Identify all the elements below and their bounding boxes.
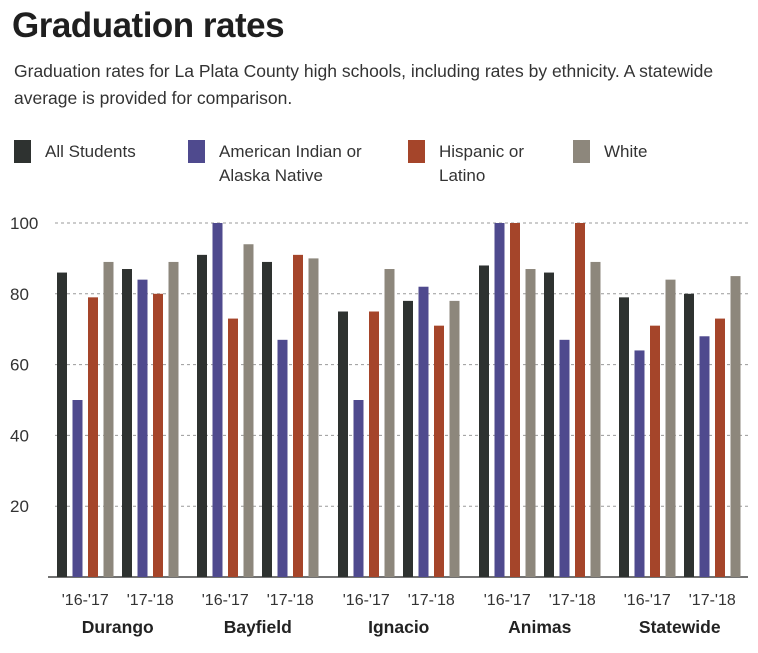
- bar-ignacio-16-17-all-students: [338, 311, 348, 577]
- legend-label: White: [604, 142, 648, 161]
- chart-subtitle: Graduation rates for La Plata County hig…: [14, 61, 714, 108]
- legend-swatch: [14, 140, 31, 163]
- bar-animas-17-18-american-indian-or-alaska-native: [559, 339, 570, 577]
- legend-item-hispanic: Hispanic or Latino: [408, 140, 549, 188]
- period-label: '17-'18: [127, 592, 174, 609]
- bar-bayfield-17-18-all-students: [262, 261, 272, 577]
- group-label-bayfield: Bayfield: [224, 617, 292, 637]
- bar-durango-17-18-hispanic-or-latino: [153, 293, 163, 577]
- period-label: '16-'17: [484, 592, 531, 609]
- legend-item-white: White: [573, 140, 758, 164]
- period-label: '17-'18: [267, 592, 314, 609]
- bar-durango-16-17-american-indian-or-alaska-native: [72, 400, 83, 577]
- legend-swatch: [573, 140, 590, 163]
- bar-bayfield-17-18-white: [308, 258, 319, 577]
- legend: All Students American Indian or Alaska N…: [14, 140, 754, 190]
- legend-item-all-students: All Students: [14, 140, 205, 164]
- y-tick-label: 60: [10, 356, 29, 375]
- bar-durango-17-18-white: [168, 261, 179, 577]
- bar-ignacio-16-17-white: [384, 269, 395, 577]
- group-label-animas: Animas: [508, 617, 571, 637]
- bar-durango-16-17-all-students: [57, 272, 67, 577]
- period-label: '17-'18: [689, 592, 736, 609]
- bar-ignacio-17-18-white: [449, 300, 460, 577]
- bar-bayfield-16-17-american-indian-or-alaska-native: [212, 223, 223, 577]
- legend-swatch: [408, 140, 425, 163]
- bar-durango-16-17-hispanic-or-latino: [88, 297, 98, 577]
- bar-chart: 20 40 60 80 100 '16-'17 '17-'18 Durango '16-'17 '…: [10, 214, 748, 637]
- period-label: '16-'17: [343, 592, 390, 609]
- bar-statewide-16-17-all-students: [619, 297, 629, 577]
- bar-animas-16-17-all-students: [479, 265, 489, 577]
- bar-ignacio-17-18-hispanic-or-latino: [434, 325, 444, 577]
- period-label: '16-'17: [624, 592, 671, 609]
- legend-swatch: [188, 140, 205, 163]
- period-label: '17-'18: [549, 592, 596, 609]
- bar-durango-17-18-american-indian-or-alaska-native: [137, 279, 148, 577]
- bar-bayfield-16-17-white: [243, 244, 254, 578]
- bar-durango-16-17-white: [103, 261, 114, 577]
- bar-animas-17-18-all-students: [544, 272, 554, 577]
- legend-label: American Indian or Alaska Native: [219, 142, 362, 185]
- period-label: '16-'17: [202, 592, 249, 609]
- bar-ignacio-17-18-all-students: [403, 300, 413, 577]
- y-tick-label: 80: [10, 285, 29, 304]
- bar-animas-17-18-white: [590, 261, 601, 577]
- bar-animas-16-17-american-indian-or-alaska-native: [494, 223, 505, 577]
- bar-bayfield-17-18-hispanic-or-latino: [293, 254, 303, 578]
- bar-animas-16-17-white: [525, 269, 536, 577]
- group-label-durango: Durango: [82, 617, 154, 637]
- bar-animas-16-17-hispanic-or-latino: [510, 223, 520, 577]
- bar-statewide-17-18-all-students: [684, 293, 694, 577]
- bar-ignacio-16-17-american-indian-or-alaska-native: [353, 400, 364, 577]
- y-tick-label: 20: [10, 497, 29, 516]
- bar-durango-17-18-all-students: [122, 269, 132, 577]
- legend-label: All Students: [45, 142, 136, 161]
- bar-statewide-17-18-white: [730, 276, 741, 577]
- chart-title: Graduation rates: [12, 6, 285, 45]
- bar-bayfield-16-17-hispanic-or-latino: [228, 318, 238, 577]
- legend-label: Hispanic or Latino: [439, 142, 525, 185]
- bar-statewide-16-17-american-indian-or-alaska-native: [634, 350, 645, 577]
- bar-statewide-17-18-hispanic-or-latino: [715, 318, 725, 577]
- bar-statewide-17-18-american-indian-or-alaska-native: [699, 336, 710, 577]
- bar-bayfield-16-17-all-students: [197, 254, 207, 578]
- group-label-statewide: Statewide: [639, 617, 721, 637]
- period-label: '16-'17: [62, 592, 109, 609]
- y-tick-label: 40: [10, 426, 29, 445]
- bar-bayfield-17-18-american-indian-or-alaska-native: [277, 339, 288, 577]
- bar-statewide-16-17-hispanic-or-latino: [650, 325, 660, 577]
- bar-ignacio-16-17-hispanic-or-latino: [369, 311, 379, 577]
- y-tick-label: 100: [10, 214, 38, 233]
- group-label-ignacio: Ignacio: [368, 617, 429, 637]
- period-label: '17-'18: [408, 592, 455, 609]
- bar-animas-17-18-hispanic-or-latino: [575, 223, 585, 577]
- bar-statewide-16-17-white: [665, 279, 676, 577]
- bar-ignacio-17-18-american-indian-or-alaska-native: [418, 286, 429, 577]
- legend-item-american-indian: American Indian or Alaska Native: [188, 140, 369, 188]
